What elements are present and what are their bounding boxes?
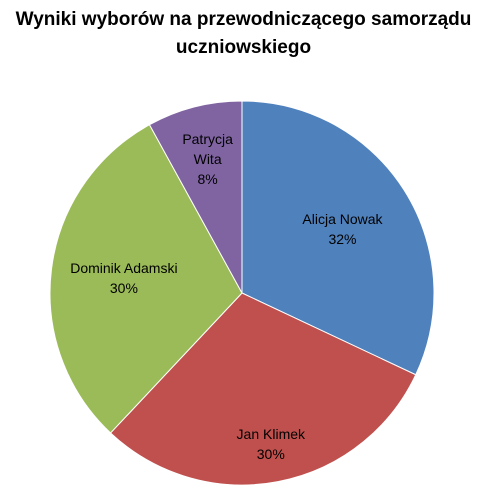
slice-label: Dominik Adamski 30% [69, 258, 179, 298]
pie-slice [148, 100, 243, 294]
slice-label: Jan Klimek 30% [216, 424, 326, 464]
slice-name: Jan Klimek [236, 425, 306, 442]
pie-slice [49, 124, 243, 434]
slice-value: 8% [197, 171, 218, 188]
pie-slice [241, 100, 435, 376]
slice-value: 30% [256, 445, 285, 462]
slice-name: Patrycja Wita [182, 131, 233, 168]
slice-name: Dominik Adamski [70, 260, 178, 277]
slice-label: Alicja Nowak 32% [288, 209, 398, 249]
slice-value: 30% [109, 280, 138, 297]
chart-title: Wyniki wyborów na przewodniczącego samor… [15, 9, 472, 58]
pie-slice [109, 292, 417, 486]
slice-value: 32% [328, 231, 357, 248]
slice-name: Alicja Nowak [302, 211, 383, 228]
slice-label: Patrycja Wita 8% [173, 129, 243, 189]
